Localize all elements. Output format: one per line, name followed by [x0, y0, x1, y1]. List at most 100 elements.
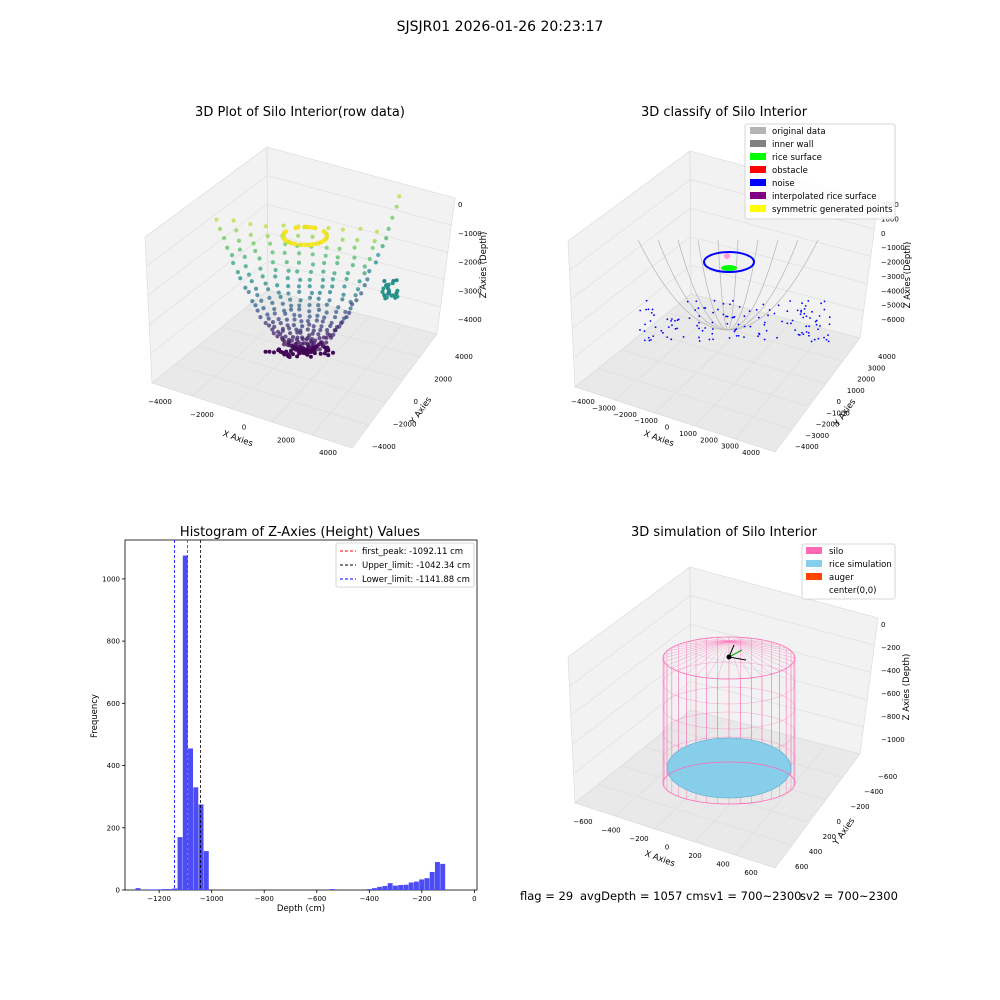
gridline: [149, 232, 445, 325]
raw-point: [276, 317, 281, 322]
raw-point: [301, 242, 307, 248]
raw-point: [273, 267, 278, 273]
raw-point: [295, 225, 300, 230]
raw-point: [310, 252, 315, 257]
raw-point: [348, 306, 353, 311]
raw-point: [297, 303, 302, 308]
noise-point: [814, 320, 817, 323]
silo-roof-line: [666, 640, 730, 666]
raw-point: [317, 290, 322, 295]
panel2-y-tick: −1000: [826, 409, 850, 417]
raw-point: [343, 309, 348, 315]
raw-point: [357, 279, 362, 284]
panel2-legend-label: obstacle: [772, 166, 808, 176]
noise-point: [805, 325, 808, 328]
noise-point: [767, 314, 769, 317]
raw-point: [307, 302, 312, 308]
raw-point: [310, 234, 315, 239]
noise-point: [743, 315, 746, 318]
noise-point: [712, 311, 715, 314]
noise-point: [763, 338, 766, 341]
histogram-bar: [424, 878, 430, 890]
raw-point: [253, 286, 259, 291]
raw-point: [362, 264, 367, 269]
panel4-legend-label: center(0,0): [829, 586, 877, 596]
histogram-ylabel: Frequency: [90, 694, 100, 738]
noise-point: [805, 315, 808, 318]
raw-point: [355, 287, 361, 292]
raw-point: [300, 335, 305, 340]
noise-point: [827, 340, 830, 343]
panel4-x-tick: −200: [629, 835, 648, 843]
histogram-bar: [151, 889, 157, 890]
raw-point: [302, 224, 307, 230]
raw-point: [324, 310, 329, 315]
panel2-z-tick: −5000: [881, 302, 905, 310]
rice-simulation-surface: [666, 737, 792, 799]
raw-point: [294, 327, 299, 332]
noise-point: [698, 340, 701, 342]
panel2-y-tick: −2000: [816, 421, 840, 429]
raw-point: [298, 277, 303, 282]
raw-point: [279, 335, 285, 340]
panel4-z-tick: 0: [881, 621, 885, 629]
panel1-xlabel: X Axies: [221, 429, 254, 449]
histogram-bar: [377, 886, 383, 890]
noise-point: [688, 317, 691, 320]
noise-point: [808, 334, 810, 337]
raw-point: [305, 242, 310, 248]
noise-point: [696, 324, 699, 327]
silo-roof-line: [695, 640, 730, 677]
raw-point: [334, 325, 340, 330]
gridline: [271, 316, 370, 423]
noise-point: [823, 336, 825, 339]
noise-point: [726, 322, 729, 325]
histogram-bar: [146, 889, 151, 890]
y-tick-label: 800: [107, 638, 120, 646]
raw-point: [263, 281, 268, 286]
original-data-strand: [637, 239, 729, 331]
raw-point: [326, 353, 331, 358]
raw-point: [288, 297, 293, 302]
raw-point: [313, 345, 318, 350]
panel4-y-tick: −200: [850, 803, 869, 811]
noise-point: [789, 300, 792, 302]
panel2-y-tick: 4000: [878, 353, 896, 361]
panel1-y-tick: 0: [414, 398, 418, 406]
raw-point: [242, 254, 247, 260]
panel4-legend-frame: [801, 543, 896, 600]
raw-point: [334, 309, 339, 314]
noise-point: [647, 308, 650, 311]
raw-point: [316, 307, 322, 312]
raw-point: [355, 237, 360, 243]
histogram-bar: [387, 883, 393, 890]
inner-wall-ring: [703, 251, 755, 273]
raw-point: [344, 276, 349, 282]
noise-point: [647, 336, 650, 339]
panel2-z-tick: −1000: [881, 244, 905, 252]
silo-roof-line: [728, 637, 741, 642]
raw-point: [328, 323, 333, 329]
panel4-x-tick: 400: [716, 861, 729, 869]
noise-point: [823, 300, 826, 303]
silo-roof-line: [728, 639, 763, 642]
raw-point: [284, 260, 289, 265]
noise-point: [798, 334, 801, 336]
noise-point: [671, 324, 673, 327]
raw-point: [318, 327, 323, 333]
panel4-zlabel: Z Axies (Depth): [902, 654, 912, 721]
silo-roof-line: [695, 639, 730, 642]
histogram-bar: [329, 889, 335, 890]
panel2-x-tick: −1000: [634, 417, 658, 425]
raw-point: [259, 298, 264, 303]
interpolated-point: [724, 253, 730, 259]
raw-point: [246, 272, 252, 277]
histogram-legend-frame: [335, 542, 475, 588]
noise-point: [733, 330, 736, 333]
raw-point: [229, 253, 235, 258]
silo-roof-line: [728, 640, 763, 677]
raw-point: [318, 351, 323, 356]
noise-point: [773, 312, 776, 315]
x-tick-label: −800: [255, 895, 274, 903]
noise-point: [786, 322, 789, 325]
